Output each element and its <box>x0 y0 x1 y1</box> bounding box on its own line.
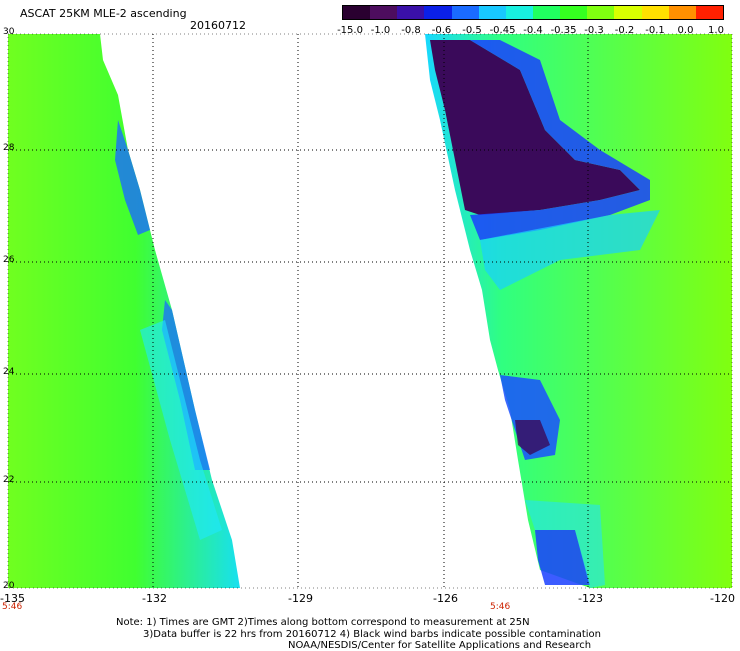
colorbar-tick-label: -15.0 <box>337 25 363 36</box>
lat-label: 22 <box>3 475 15 485</box>
colorbar-swatch <box>343 6 371 19</box>
east-swath-cyan-south <box>525 500 605 588</box>
graticule <box>8 34 732 588</box>
lat-label: 26 <box>3 255 15 265</box>
lon-label: -126 <box>433 592 458 605</box>
east-swath-low-mid-core <box>515 420 550 455</box>
colorbar-tick-label: -0.3 <box>584 25 604 36</box>
note-line-2: 3)Data buffer is 22 hrs from 20160712 4)… <box>143 629 601 640</box>
colorbar-tick-label: -1.0 <box>370 25 391 36</box>
lon-label: -129 <box>288 592 313 605</box>
east-swath-cyan-halo <box>480 210 660 290</box>
colorbar-tick-label: -0.8 <box>401 25 421 36</box>
colorbar-swatch <box>424 6 452 19</box>
west-swath-lowvalue-edge-south <box>162 300 210 470</box>
colorbar-swatch <box>587 6 615 19</box>
colorbar-tick-label: -0.1 <box>645 25 665 36</box>
east-swath-low-south <box>535 530 590 585</box>
west-swath-cyan-band <box>140 320 222 540</box>
colorbar-swatch <box>695 6 723 19</box>
east-swath-blue-fringe <box>470 40 650 240</box>
time-label-mid: 5:46 <box>490 602 511 612</box>
colorbar-tick-label: -0.45 <box>489 25 516 36</box>
colorbar-swatch <box>560 6 588 19</box>
product-title: ASCAT 25KM MLE-2 ascending <box>20 7 187 20</box>
colorbar-swatch <box>505 6 533 19</box>
colorbar-swatch <box>370 6 398 19</box>
colorbar-tick-label: -0.5 <box>462 25 482 36</box>
colorbar-swatch <box>451 6 479 19</box>
colorbar-tick-label: -0.2 <box>614 25 635 36</box>
lat-label: 24 <box>3 367 15 377</box>
product-date: 20160712 <box>190 19 246 32</box>
east-swath-purple-core <box>430 40 640 215</box>
colorbar-tick-label: -0.6 <box>431 25 452 36</box>
note-line-1: Note: 1) Times are GMT 2)Times along bot… <box>116 617 530 628</box>
lon-label: -135 <box>0 592 25 605</box>
colorbar-swatch <box>397 6 425 19</box>
lon-label: -132 <box>142 592 167 605</box>
lon-label: -123 <box>578 592 603 605</box>
colorbar-swatch <box>478 6 506 19</box>
colorbar-tick-label: 0.0 <box>677 25 694 36</box>
west-swath-lowvalue-edge <box>115 120 150 235</box>
colorbar-swatch <box>532 6 561 19</box>
colorbar-swatch <box>641 6 669 19</box>
colorbar-tick-label: -0.35 <box>550 25 577 36</box>
lat-label: 30 <box>3 27 15 37</box>
colorbar-swatch <box>668 6 696 19</box>
colorbar <box>342 5 724 20</box>
lat-label: 28 <box>3 143 15 153</box>
lat-label: 20 <box>3 581 15 591</box>
note-line-3: NOAA/NESDIS/Center for Satellite Applica… <box>288 640 592 651</box>
colorbar-tick-label: -0.4 <box>523 25 543 36</box>
lon-label: -120 <box>710 592 735 605</box>
time-label-left: 5:46 <box>2 602 23 612</box>
colorbar-tick-label: 1.0 <box>708 25 724 36</box>
colorbar-swatch <box>614 6 642 19</box>
map-frame <box>7 33 733 589</box>
